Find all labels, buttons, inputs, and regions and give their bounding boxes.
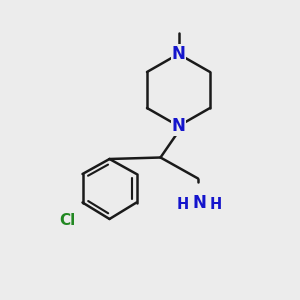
Text: H: H bbox=[177, 197, 189, 212]
Text: Cl: Cl bbox=[59, 213, 76, 228]
Text: N: N bbox=[172, 45, 185, 63]
Text: N: N bbox=[193, 194, 206, 211]
Text: H: H bbox=[210, 197, 222, 212]
Text: N: N bbox=[172, 117, 185, 135]
